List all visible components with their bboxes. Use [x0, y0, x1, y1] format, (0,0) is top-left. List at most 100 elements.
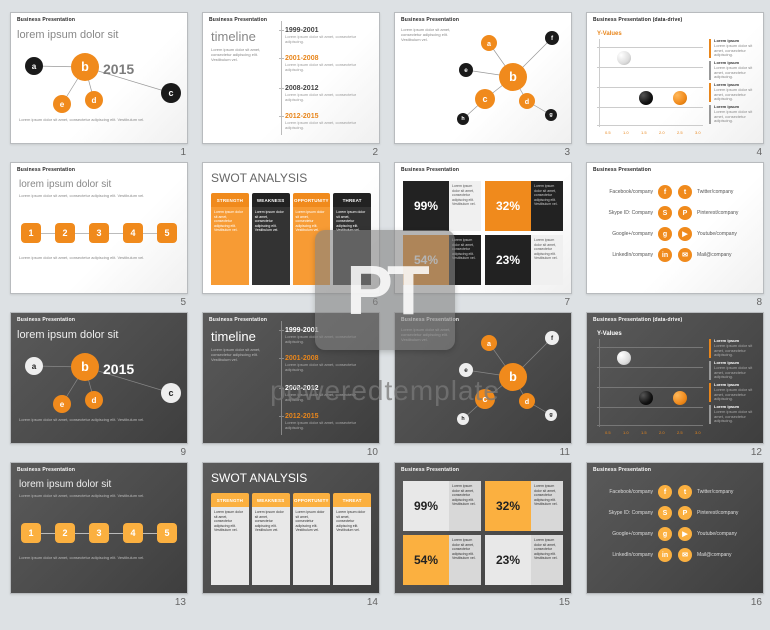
step-1: 1: [21, 223, 41, 243]
slide-header: Business Presentation: [593, 167, 651, 173]
social-label: Skype ID: Company: [609, 210, 653, 216]
slide-4: Business Presentation (data-drive)Y-Valu…: [586, 12, 764, 144]
social-item: tTwitter/company: [678, 485, 755, 499]
slide-number: 12: [751, 447, 762, 458]
timeline-text: Lorem ipsum dolor sit amet, consectetur …: [285, 63, 375, 73]
social-item: Google+/companyg: [595, 527, 672, 541]
steps-desc: Lorem ipsum dolor sit amet, consectetur …: [19, 493, 179, 498]
slide-number: 13: [175, 597, 186, 608]
stat-tile: 32%Lorem ipsum dolor sit amet, consectet…: [485, 481, 563, 531]
legend-item: Lorem ipsumLorem ipsum dolor sit amet, c…: [709, 83, 757, 102]
steps-footer: Lorem ipsum dolor sit amet, consectetur …: [19, 555, 179, 560]
node-a: a: [25, 357, 43, 375]
timeline-item: 2001-2008Lorem ipsum dolor sit amet, con…: [285, 55, 375, 73]
slide-header: Business Presentation: [401, 167, 459, 173]
node-f: f: [545, 331, 559, 345]
slide-number: 4: [756, 147, 762, 158]
slide-number: 14: [367, 597, 378, 608]
swot-body: Lorem ipsum dolor sit amet, consectetur …: [252, 507, 290, 585]
social-label: Mail@company: [697, 552, 732, 558]
node-b: b: [71, 353, 99, 381]
node-b: b: [499, 363, 527, 391]
stat-tile: 99%Lorem ipsum dolor sit amet, consectet…: [403, 481, 481, 531]
social-label: Facebook/company: [609, 189, 653, 195]
slide-number: 1: [180, 147, 186, 158]
social-icon: P: [678, 506, 692, 520]
swot-head: WEAKNESS: [252, 493, 290, 507]
node-c: c: [161, 83, 181, 103]
steps-desc: Lorem ipsum dolor sit amet, consectetur …: [19, 193, 179, 198]
social-item: ▶ Youtube/company: [678, 527, 755, 541]
stat-percent: 32%: [485, 181, 531, 231]
timeline-year: 2001-2008: [285, 55, 375, 62]
legend-item: Lorem ipsumLorem ipsum dolor sit amet, c…: [709, 61, 757, 80]
social-icon: t: [678, 485, 692, 499]
legend-item: Lorem ipsumLorem ipsum dolor sit amet, c…: [709, 105, 757, 124]
node-b: b: [499, 63, 527, 91]
x-tick: 1.5: [641, 430, 647, 435]
slide-header: Business Presentation: [593, 467, 651, 473]
chart-point: [639, 391, 653, 405]
slide-9: Business Presentationlorem ipsum dolor s…: [10, 312, 188, 444]
stat-tile: 99%Lorem ipsum dolor sit amet, consectet…: [403, 181, 481, 231]
node-d: d: [85, 391, 103, 409]
slide-number: 5: [180, 297, 186, 308]
stat-percent: 54%: [403, 535, 449, 585]
step-5: 5: [157, 523, 177, 543]
timeline-text: Lorem ipsum dolor sit amet, consectetur …: [285, 121, 375, 131]
stat-desc: Lorem ipsum dolor sit amet, consectetur …: [531, 481, 563, 531]
swot-column: STRENGTHLorem ipsum dolor sit amet, cons…: [211, 193, 249, 285]
timeline-text: Lorem ipsum dolor sit amet, consectetur …: [285, 93, 375, 103]
slide-16: Business PresentationFacebook/companyfSk…: [586, 462, 764, 594]
swot-head: WEAKNESS: [252, 193, 290, 207]
legend-item: Lorem ipsumLorem ipsum dolor sit amet, c…: [709, 405, 757, 424]
slide-8: Business PresentationFacebook/companyfSk…: [586, 162, 764, 294]
social-item: tTwitter/company: [678, 185, 755, 199]
legend-item: Lorem ipsumLorem ipsum dolor sit amet, c…: [709, 339, 757, 358]
social-label: Youtube/company: [697, 531, 737, 537]
step-1: 1: [21, 523, 41, 543]
slide-number: 15: [559, 597, 570, 608]
x-tick: 2.5: [677, 430, 683, 435]
footer-text: Lorem ipsum dolor sit amet, consectetur …: [19, 417, 179, 422]
social-label: Twitter/company: [697, 189, 733, 195]
social-icon: P: [678, 206, 692, 220]
slide-header: Business Presentation (data-drive): [593, 317, 682, 323]
social-icon: S: [658, 206, 672, 220]
slide-3: Business PresentationLorem ipsum dolor s…: [394, 12, 572, 144]
node-a: a: [25, 57, 43, 75]
year-label: 2015: [103, 61, 134, 77]
social-icon: g: [658, 527, 672, 541]
slide-2: Business PresentationtimelineLorem ipsum…: [202, 12, 380, 144]
chart-point: [617, 51, 631, 65]
x-tick: 1.5: [641, 130, 647, 135]
social-icon: in: [658, 548, 672, 562]
stat-percent: 23%: [485, 535, 531, 585]
x-tick: 3.0: [695, 130, 701, 135]
x-tick: 2.5: [677, 130, 683, 135]
timeline-year: 2008-2012: [285, 85, 375, 92]
social-item: ✉Mail@company: [678, 248, 755, 262]
step-2: 2: [55, 523, 75, 543]
node-c: c: [475, 89, 495, 109]
timeline-title: timeline: [211, 329, 256, 344]
node-b: b: [71, 53, 99, 81]
chart-ytitle: Y-Values: [597, 31, 622, 37]
legend-item: Lorem ipsumLorem ipsum dolor sit amet, c…: [709, 383, 757, 402]
stat-desc: Lorem ipsum dolor sit amet, consectetur …: [531, 535, 563, 585]
stat-percent: 99%: [403, 481, 449, 531]
social-icon: ▶: [678, 527, 692, 541]
slide-14: SWOT ANALYSISSTRENGTHLorem ipsum dolor s…: [202, 462, 380, 594]
timeline-text: Lorem ipsum dolor sit amet, consectetur …: [285, 363, 375, 373]
timeline-item: 2001-2008Lorem ipsum dolor sit amet, con…: [285, 355, 375, 373]
swot-body: Lorem ipsum dolor sit amet, consectetur …: [211, 507, 249, 585]
social-item: LinkedIn/companyin: [595, 248, 672, 262]
social-item: PPinterest/company: [678, 506, 755, 520]
social-label: Google+/company: [612, 231, 653, 237]
step-4: 4: [123, 223, 143, 243]
slide-header: Business Presentation: [17, 167, 75, 173]
social-icon: ✉: [678, 248, 692, 262]
social-icon: S: [658, 506, 672, 520]
timeline-year: 2001-2008: [285, 355, 375, 362]
steps-title: lorem ipsum dolor sit: [19, 479, 179, 490]
